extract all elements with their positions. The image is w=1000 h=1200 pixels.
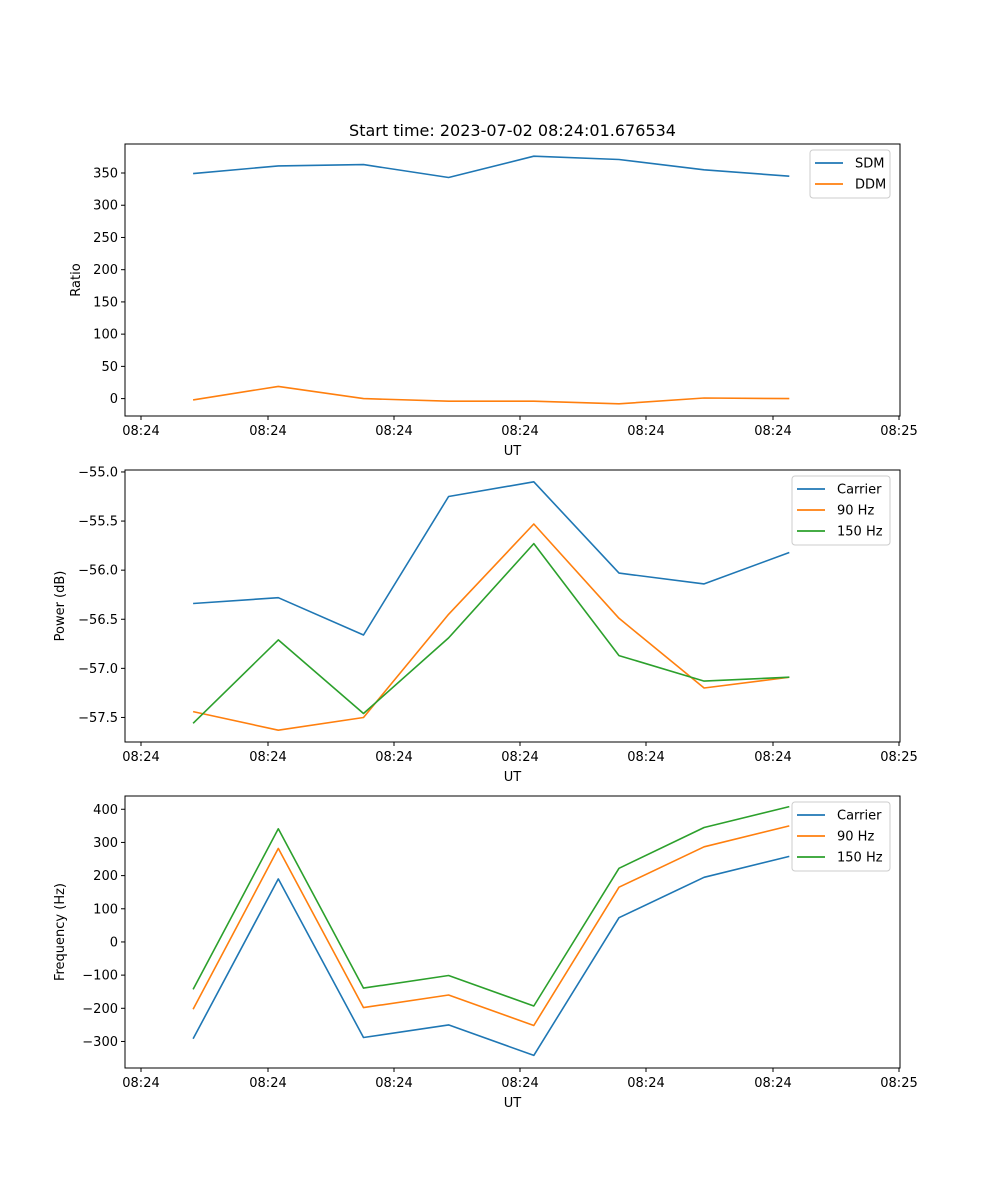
y-tick-label: −100 [82, 969, 118, 984]
legend: Carrier 90 Hz 150 Hz [791, 801, 891, 872]
x-axis-label: UT [504, 770, 522, 785]
x-tick-label: 08:24 [375, 1076, 412, 1091]
legend-label: 150 Hz [837, 525, 883, 540]
series-line-ddm [192, 385, 790, 405]
series-line-carrier [192, 855, 790, 1057]
y-axis-label: Ratio [69, 263, 84, 296]
x-tick-label: 08:25 [880, 750, 917, 765]
series-line-carrier [193, 480, 790, 636]
y-tick-label: 250 [93, 231, 118, 246]
y-tick-label: 150 [93, 295, 118, 310]
legend: Carrier 90 Hz 150 Hz [791, 475, 891, 546]
y-tick-label: 400 [93, 803, 118, 818]
y-tick-label: −300 [82, 1035, 118, 1050]
legend-label: 90 Hz [837, 504, 874, 519]
x-tick-label: 08:24 [754, 1076, 791, 1091]
x-tick-label: 08:24 [375, 424, 412, 439]
x-tick-label: 08:24 [627, 750, 664, 765]
legend-box [791, 475, 891, 546]
y-tick-label: −55.5 [78, 515, 118, 530]
x-tick-label: 08:24 [122, 1076, 159, 1091]
y-axis-label: Frequency (Hz) [53, 883, 68, 981]
series-line-150-hz [192, 805, 790, 1007]
y-tick-label: 350 [93, 167, 118, 182]
x-axis-label: UT [504, 1096, 522, 1111]
y-tick-label: −56.5 [78, 613, 118, 628]
x-tick-label: 08:25 [880, 424, 917, 439]
x-tick-label: 08:24 [627, 1076, 664, 1091]
y-tick-label: 0 [110, 392, 118, 407]
x-tick-label: 08:24 [249, 750, 286, 765]
axes-frame [124, 143, 901, 417]
series-line-90-hz [192, 825, 790, 1027]
y-tick-label: −57.0 [78, 662, 118, 677]
x-tick-label: 08:24 [754, 424, 791, 439]
figure-title: Start time: 2023-07-02 08:24:01.676534 [349, 121, 676, 140]
y-tick-label: 0 [110, 935, 118, 950]
x-tick-label: 08:25 [880, 1076, 917, 1091]
y-tick-label: 100 [93, 328, 118, 343]
series-line-150-hz [192, 542, 790, 724]
y-tick-label: 200 [93, 263, 118, 278]
panels: 08:24 08:24 08:24 08:24 08:24 08:24 08:25 0 50 10… [53, 143, 918, 1111]
axes-frame [124, 795, 901, 1069]
x-tick-label: 08:24 [754, 750, 791, 765]
y-tick-label: 300 [93, 199, 118, 214]
x-tick-label: 08:24 [122, 424, 159, 439]
legend: SDM DDM [809, 149, 891, 199]
x-tick-label: 08:24 [249, 424, 286, 439]
y-tick-label: 200 [93, 869, 118, 884]
legend-label: Carrier [837, 483, 882, 498]
legend-label: 150 Hz [837, 851, 883, 866]
x-tick-label: 08:24 [501, 424, 538, 439]
series-line-sdm [193, 155, 790, 179]
y-tick-label: −56.0 [78, 564, 118, 579]
axes-frame [124, 469, 901, 743]
x-tick-label: 08:24 [501, 1076, 538, 1091]
y-tick-label: −200 [82, 1002, 118, 1017]
y-tick-label: 50 [101, 360, 118, 375]
legend-label: 90 Hz [837, 830, 874, 845]
y-tick-label: −55.0 [78, 465, 118, 480]
x-tick-label: 08:24 [375, 750, 412, 765]
legend-label: Carrier [837, 809, 882, 824]
x-tick-label: 08:24 [122, 750, 159, 765]
legend-label: DDM [855, 178, 886, 193]
y-tick-label: 100 [93, 902, 118, 917]
x-axis-label: UT [504, 444, 522, 459]
x-tick-label: 08:24 [249, 1076, 286, 1091]
y-tick-label: 300 [93, 836, 118, 851]
x-tick-label: 08:24 [627, 424, 664, 439]
x-tick-label: 08:24 [501, 750, 538, 765]
legend-box [809, 149, 891, 199]
legend-label: SDM [855, 157, 884, 172]
legend-box [791, 801, 891, 872]
chart-panel-3: 08:24 08:24 08:24 08:24 08:24 08:24 08:25 −300 −… [53, 795, 918, 1111]
y-tick-label: −57.5 [78, 711, 118, 726]
chart-panel-2: 08:24 08:24 08:24 08:24 08:24 08:24 08:25 −57.5… [53, 465, 918, 785]
chart-panel-1: 08:24 08:24 08:24 08:24 08:24 08:24 08:25 0 50 10… [69, 143, 918, 459]
y-axis-label: Power (dB) [53, 571, 68, 642]
